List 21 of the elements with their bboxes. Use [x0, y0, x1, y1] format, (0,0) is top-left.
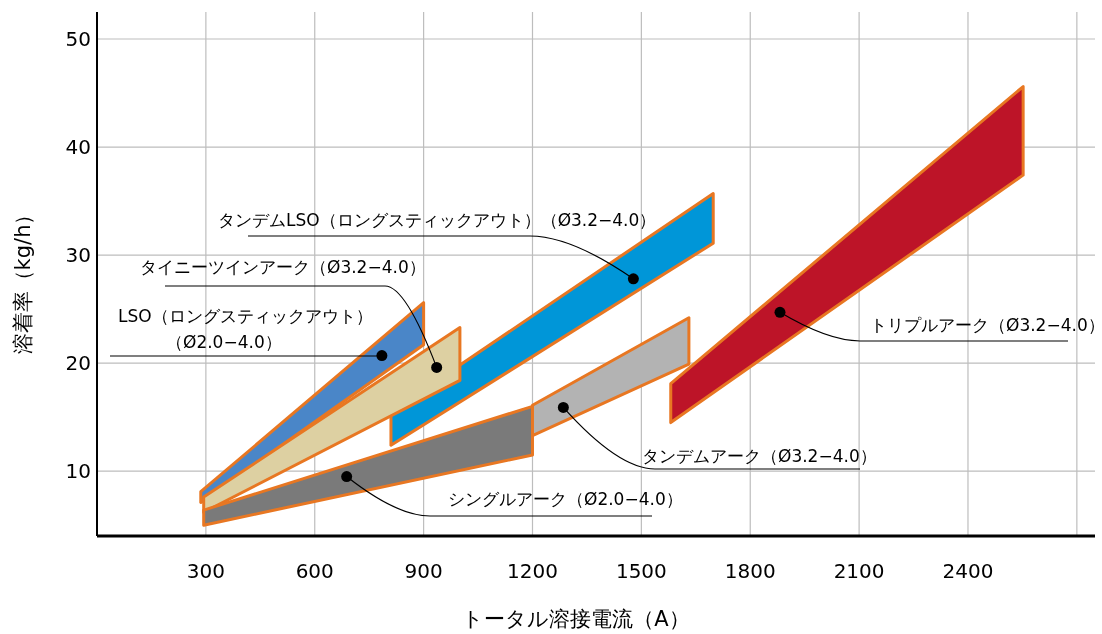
annotation: LSO（ロングスティックアウト）（Ø2.0−4.0）: [118, 306, 373, 352]
y-tick-label: 30: [65, 243, 91, 268]
x-tick-label: 600: [295, 559, 334, 583]
y-tick-label: 50: [65, 27, 91, 52]
annotation: シングルアーク（Ø2.0−4.0）: [448, 489, 683, 509]
x-tick-label: 2100: [833, 559, 885, 583]
y-tick-label: 40: [65, 135, 91, 160]
x-tick-label: 1500: [615, 559, 667, 583]
y-tick-label: 20: [65, 351, 91, 376]
x-axis-title: トータル溶接電流（A）: [462, 607, 690, 631]
x-tick-label: 300: [186, 559, 225, 583]
annotation: タンデムアーク（Ø3.2−4.0）: [642, 446, 877, 466]
y-tick-label: 10: [65, 459, 91, 484]
x-tick-label: 1200: [507, 559, 558, 583]
annotation: トリプルアーク（Ø3.2−4.0）: [870, 315, 1102, 335]
x-tick-label: 900: [404, 559, 443, 583]
x-tick-label: 1800: [724, 559, 776, 583]
y-axis-title: 溶着率（kg/h）: [11, 203, 35, 355]
annotation: タンデムLSO（ロングスティックアウト）（Ø3.2−4.0）: [218, 210, 657, 230]
annotation: タイニーツインアーク（Ø3.2−4.0）: [140, 257, 426, 277]
x-tick-label: 2400: [942, 559, 994, 583]
